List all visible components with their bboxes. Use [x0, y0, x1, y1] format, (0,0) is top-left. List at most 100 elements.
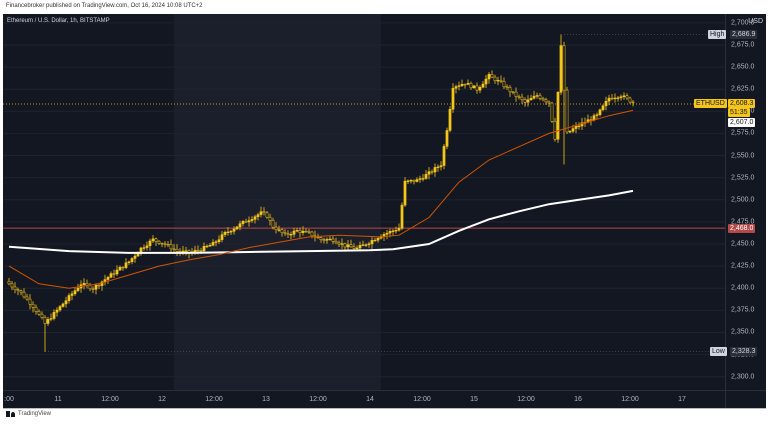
- candle-body: [337, 242, 341, 245]
- candle-body: [550, 102, 554, 122]
- candle-body: [22, 291, 26, 298]
- candle-body: [208, 245, 212, 247]
- candle-body: [577, 125, 581, 128]
- time-scale[interactable]: :00 11 12:00 12 12:00 13 12:00 14 12:00 15 12:00 16…: [3, 390, 725, 408]
- candle-body: [430, 171, 434, 173]
- candle-body: [295, 230, 299, 232]
- candle-body: [394, 230, 398, 232]
- time-tick-label: 16: [574, 396, 582, 403]
- candle-body: [124, 262, 128, 268]
- chart-panel[interactable]: Ethereum / U.S. Dollar, 1h, BITSTAMP USD…: [3, 14, 766, 408]
- candle-body: [517, 96, 521, 98]
- candle-body: [76, 287, 80, 291]
- candle-body: [163, 243, 167, 245]
- candle-body: [10, 283, 14, 288]
- candle-body: [403, 180, 407, 206]
- candle-body: [283, 232, 287, 234]
- candle-body: [271, 219, 275, 228]
- candle-body: [322, 239, 326, 241]
- candle-body: [427, 171, 431, 175]
- price-tick-label: 2,675.0: [731, 41, 755, 49]
- candle-body: [463, 84, 467, 86]
- candle-body: [325, 239, 329, 241]
- plot-svg[interactable]: [3, 14, 725, 390]
- candle-body: [184, 250, 188, 252]
- candle-body: [346, 244, 350, 248]
- candle-body: [262, 211, 266, 214]
- footer: TradingView: [6, 411, 51, 417]
- candle-body: [373, 239, 377, 242]
- price-tick-label: 2,350.0: [731, 328, 755, 336]
- candle-body: [523, 99, 527, 103]
- candle-body: [343, 243, 347, 248]
- price-tick-label: 2,475.0: [731, 218, 755, 226]
- plot-area[interactable]: Ethereum / U.S. Dollar, 1h, BITSTAMP: [3, 14, 725, 390]
- candle-body: [43, 317, 47, 324]
- candle-body: [286, 233, 290, 235]
- time-tick-label: 11: [54, 396, 62, 403]
- candle-body: [40, 313, 44, 318]
- candle-body: [193, 249, 197, 253]
- candle-body: [406, 180, 410, 182]
- candle-body: [250, 219, 254, 221]
- candle-body: [268, 216, 272, 221]
- candle-body: [319, 237, 323, 240]
- time-tick-label: 12:00: [205, 396, 223, 403]
- low-value: 2,328.3: [730, 347, 758, 357]
- candle-body: [220, 234, 224, 240]
- candle-body: [358, 245, 362, 249]
- low-marker: Low: [710, 347, 727, 357]
- candle-body: [61, 303, 65, 307]
- candle-body: [310, 231, 314, 237]
- candle-body: [556, 92, 560, 140]
- candle-body: [244, 221, 248, 223]
- candle-body: [388, 231, 392, 234]
- candle-body: [628, 97, 632, 103]
- candle-body: [25, 296, 29, 300]
- candle-body: [361, 244, 365, 246]
- price-tick-label: 2,425.0: [731, 262, 755, 270]
- candle-body: [256, 214, 260, 217]
- last-price-label: 2,608.3: [728, 99, 756, 109]
- candle-body: [607, 97, 611, 102]
- session-band: [174, 14, 381, 390]
- candle-body: [91, 288, 95, 290]
- footer-brand: TradingView: [18, 411, 52, 417]
- candle-body: [304, 230, 308, 233]
- price-tick-label: 2,500.0: [731, 196, 755, 204]
- candle-body: [205, 245, 209, 248]
- candle-body: [472, 85, 476, 89]
- candle-body: [619, 96, 623, 99]
- time-tick-label: 14: [366, 396, 374, 403]
- candle-body: [460, 84, 464, 86]
- high-marker: High: [708, 29, 727, 39]
- candle-body: [418, 178, 422, 180]
- candle-body: [37, 311, 41, 315]
- candle-body: [160, 243, 164, 245]
- candle-body: [259, 211, 263, 215]
- candle-body: [94, 284, 98, 290]
- candle-body: [589, 119, 593, 121]
- candle-body: [235, 226, 239, 230]
- time-tick-label: 12:00: [413, 396, 431, 403]
- candle-body: [532, 95, 536, 99]
- price-tick-label: 2,450.0: [731, 240, 755, 248]
- price-scale[interactable]: USD 2,700.02,675.02,650.02,625.02,600.02…: [694, 14, 766, 390]
- candle-body: [19, 290, 23, 293]
- candle-body: [364, 244, 368, 246]
- candle-body: [466, 83, 470, 85]
- candle-body: [223, 231, 227, 235]
- candle-body: [181, 250, 185, 253]
- candle-body: [85, 283, 89, 286]
- candle-body: [151, 238, 155, 242]
- publisher-line: Financebroker published on TradingView.c…: [6, 3, 203, 9]
- candle-body: [28, 298, 32, 305]
- candle-body: [448, 108, 452, 131]
- candle-body: [547, 101, 551, 104]
- candle-body: [58, 306, 62, 311]
- candle-body: [484, 78, 488, 85]
- candle-body: [130, 258, 134, 262]
- candle-body: [265, 212, 269, 218]
- candle-body: [433, 167, 437, 173]
- scale-corner: [725, 390, 766, 408]
